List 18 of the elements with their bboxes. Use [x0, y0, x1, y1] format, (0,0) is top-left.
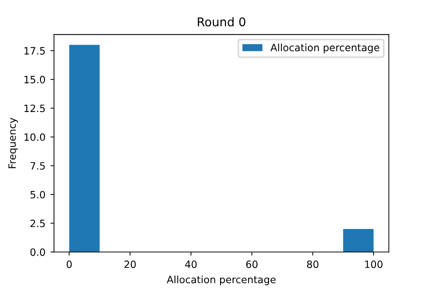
- x-tick-label: 20: [124, 260, 136, 268]
- x-tick-label: 80: [307, 260, 318, 268]
- chart-title: Round 0: [198, 17, 246, 26]
- y-tick-label: 0.0: [30, 248, 46, 256]
- x-tick-label: 60: [246, 260, 258, 268]
- y-tick-label: 7.5: [30, 162, 45, 170]
- legend-label: Allocation percentage: [270, 44, 380, 54]
- x-tick-label: 100: [365, 260, 382, 268]
- y-tick-label: 17.5: [24, 47, 45, 55]
- y-tick-label: 10.0: [24, 133, 46, 141]
- y-tick-label: 2.5: [30, 220, 45, 228]
- y-tick-label: 5.0: [30, 190, 46, 198]
- x-tick-label: 0: [66, 260, 72, 268]
- y-tick-label: 15.0: [24, 76, 46, 84]
- x-tick-label: 40: [185, 260, 197, 268]
- y-tick-label: 12.5: [24, 104, 45, 112]
- y-axis-title: Frequency: [8, 118, 18, 168]
- x-axis-title: Allocation percentage: [166, 276, 276, 286]
